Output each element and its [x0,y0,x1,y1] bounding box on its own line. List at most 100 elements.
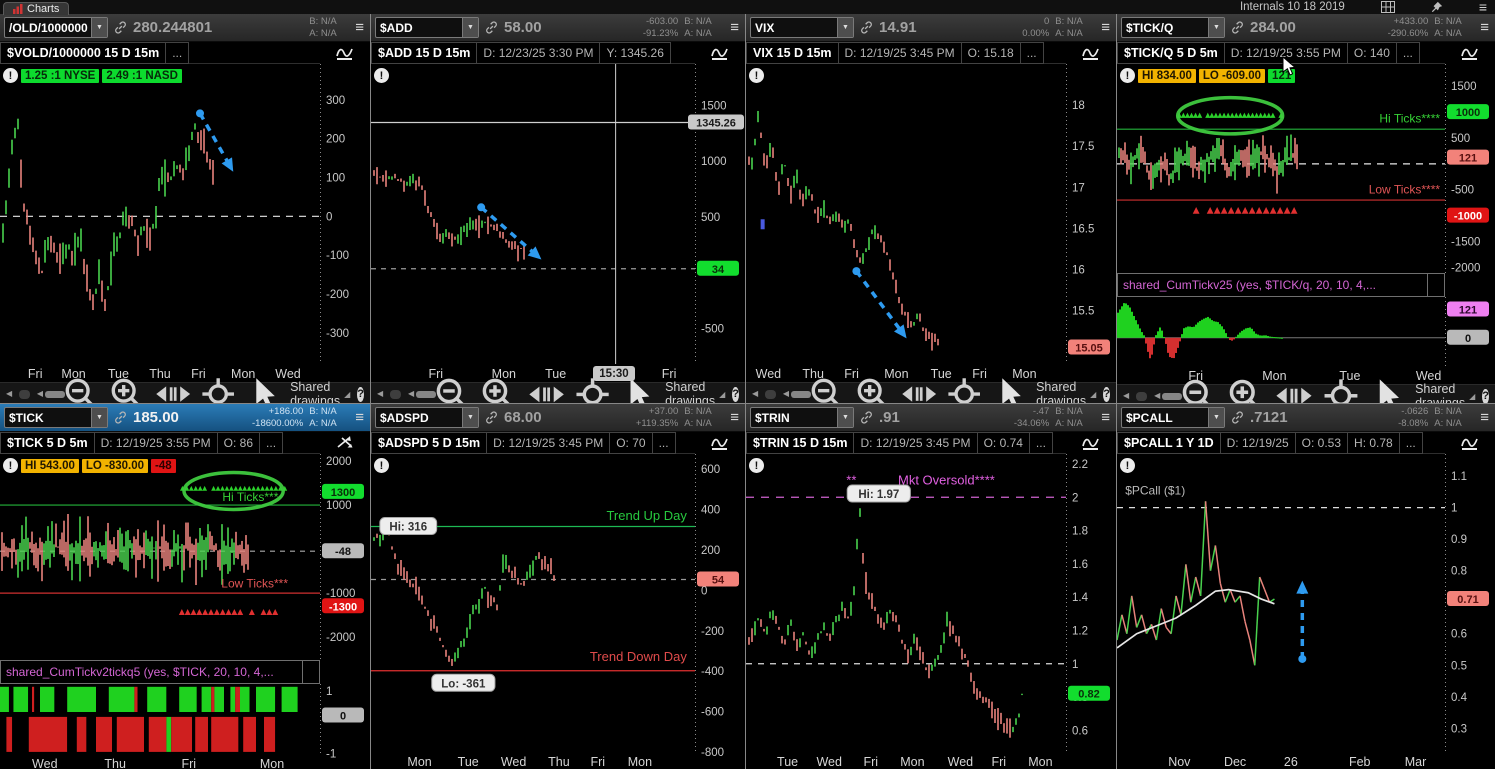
help-button[interactable]: ? [1482,388,1489,403]
chart-canvas[interactable]: 1500 1000 500 -500 1345.26 34 Fri Mon Tue 15:30 Fr… [371,64,745,382]
panel-menu-icon[interactable]: ≡ [1480,409,1489,426]
scrollbar[interactable] [390,389,437,399]
panel-menu-icon[interactable]: ≡ [1101,19,1110,36]
step-left-icon[interactable]: ◀ [407,389,415,398]
panel-menu-icon[interactable]: ≡ [355,409,364,426]
link-icon[interactable] [114,21,127,34]
study-canvas[interactable]: 121 0 Fri Mon Tue Wed [1117,297,1495,384]
chart-canvas[interactable]: Trend Up Day Trend Down Day Hi: 316 Lo: -36… [371,454,745,769]
panel-menu-icon[interactable]: ≡ [1101,409,1110,426]
scrollbar-thumb[interactable] [1162,392,1183,400]
link-icon[interactable] [860,411,873,424]
chart-style-icon[interactable] [695,432,745,454]
tab-charts[interactable]: Charts [3,2,70,15]
chart-canvas[interactable]: Hi Ticks*** Low Ticks*** 2000 1000 -1000 -200… [0,454,370,660]
chart-canvas[interactable]: ** Mkt Oversold****Hi: 1.97 2.2 2 1.8 1.6 1.4 1… [746,454,1116,769]
panel-menu-icon[interactable]: ≡ [1480,19,1489,36]
shared-drawings-button[interactable]: Shared drawings ◢ [1036,380,1097,403]
scrollbar[interactable] [19,389,66,399]
zoom-out-icon[interactable] [63,376,101,403]
scrollbar-thumb[interactable] [416,390,437,398]
chevron-down-icon[interactable]: ▼ [91,408,107,427]
symbol-select[interactable]: $ADD ▼ [375,17,479,38]
scrollbar-thumb[interactable] [45,390,66,398]
scroll-left-icon[interactable]: ◀ [377,389,384,398]
symbol-select[interactable]: /OLD/1000000 ▼ [4,17,108,38]
chart-style-icon[interactable] [320,432,370,454]
step-left-icon[interactable]: ◀ [1154,391,1161,400]
chart-canvas[interactable]: Hi Ticks**** Low Ticks**** 1500 500 -500 -150… [1117,64,1495,273]
link-icon[interactable] [1231,411,1244,424]
chevron-down-icon[interactable]: ▼ [1208,408,1224,427]
pointer-icon[interactable] [991,376,1029,403]
chart-style-icon[interactable] [695,42,745,64]
chart-style-icon[interactable] [320,42,370,64]
link-icon[interactable] [485,21,498,34]
pan-icon[interactable] [1274,377,1314,403]
scroll-left-icon[interactable]: ◀ [752,389,759,398]
help-button[interactable]: ? [732,386,739,402]
shared-drawings-button[interactable]: Shared drawings ◢ [290,380,351,403]
scrollbar[interactable] [765,389,812,399]
pan-icon[interactable] [154,376,192,403]
pointer-icon[interactable] [619,376,658,403]
pan-icon[interactable] [900,376,938,403]
help-button[interactable]: ? [1103,386,1110,402]
zoom-in-icon[interactable] [855,376,893,403]
chevron-down-icon[interactable]: ▼ [91,18,107,37]
crosshair-icon[interactable] [199,376,237,403]
help-button[interactable]: ? [357,386,364,402]
alert-icon[interactable]: ! [374,68,389,83]
alert-icon[interactable]: ! [374,458,389,473]
zoom-out-icon[interactable] [809,376,847,403]
step-left-icon[interactable]: ◀ [36,389,44,398]
grid-layout-icon[interactable] [1380,1,1395,13]
menu-icon[interactable]: ≡ [1478,0,1487,15]
pin-icon[interactable] [1431,1,1443,13]
alert-icon[interactable]: ! [3,458,18,473]
chevron-down-icon[interactable]: ▼ [462,18,478,37]
crosshair-icon[interactable] [1321,377,1361,403]
chevron-down-icon[interactable]: ▼ [1208,18,1224,37]
link-icon[interactable] [860,21,873,34]
chevron-down-icon[interactable]: ▼ [837,408,853,427]
shared-drawings-button[interactable]: Shared drawings ◢ [1415,382,1476,403]
zoom-in-icon[interactable] [109,376,147,403]
crosshair-icon[interactable] [573,376,612,403]
study-canvas[interactable]: 1 -1 0 Wed Thu Fri Mon [0,684,370,769]
chevron-down-icon[interactable]: ▼ [462,408,478,427]
step-left-icon[interactable]: ◀ [782,389,790,398]
chart-canvas[interactable]: 18 17.5 17 16.5 16 15.5 15.05 Wed Thu Fri Mon Tue Fr… [746,64,1116,382]
chart-style-icon[interactable] [1066,432,1116,454]
scroll-left-icon[interactable]: ◀ [1123,391,1130,400]
zoom-in-icon[interactable] [1227,377,1267,403]
pan-icon[interactable] [527,376,566,403]
pointer-icon[interactable] [245,376,283,403]
alert-icon[interactable]: ! [749,458,764,473]
symbol-select[interactable]: VIX ▼ [750,17,854,38]
scrollbar[interactable] [1136,391,1183,401]
chart-canvas[interactable]: $PCall ($1)1.110.90.80.70.60.50.40.30.71… [1117,454,1495,769]
alert-icon[interactable]: ! [749,68,764,83]
chart-style-icon[interactable] [1066,42,1116,64]
link-icon[interactable] [114,411,127,424]
symbol-select[interactable]: $PCALL ▼ [1121,407,1225,428]
symbol-select[interactable]: $TICK ▼ [4,407,108,428]
chart-style-icon[interactable] [1445,42,1495,64]
zoom-out-icon[interactable] [434,376,473,403]
chart-canvas[interactable]: 300 200 100 0 -100 -200 -300 Fri Mon Tue Thu Fri Mon… [0,64,370,382]
link-icon[interactable] [485,411,498,424]
alert-icon[interactable]: ! [1120,68,1135,83]
alert-icon[interactable]: ! [1120,458,1135,473]
scroll-left-icon[interactable]: ◀ [6,389,13,398]
scrollbar-thumb[interactable] [791,390,812,398]
zoom-in-icon[interactable] [480,376,519,403]
alert-icon[interactable]: ! [3,68,18,83]
panel-menu-icon[interactable]: ≡ [730,19,739,36]
study-label-bar[interactable]: shared_CumTickv25 (yes, $TICK/q, 20, 10,… [1117,273,1445,297]
symbol-select[interactable]: $ADSPD ▼ [375,407,479,428]
link-icon[interactable] [1231,21,1244,34]
symbol-select[interactable]: $TICK/Q ▼ [1121,17,1225,38]
shared-drawings-button[interactable]: Shared drawings ◢ [665,380,726,403]
chart-style-icon[interactable] [1445,432,1495,454]
